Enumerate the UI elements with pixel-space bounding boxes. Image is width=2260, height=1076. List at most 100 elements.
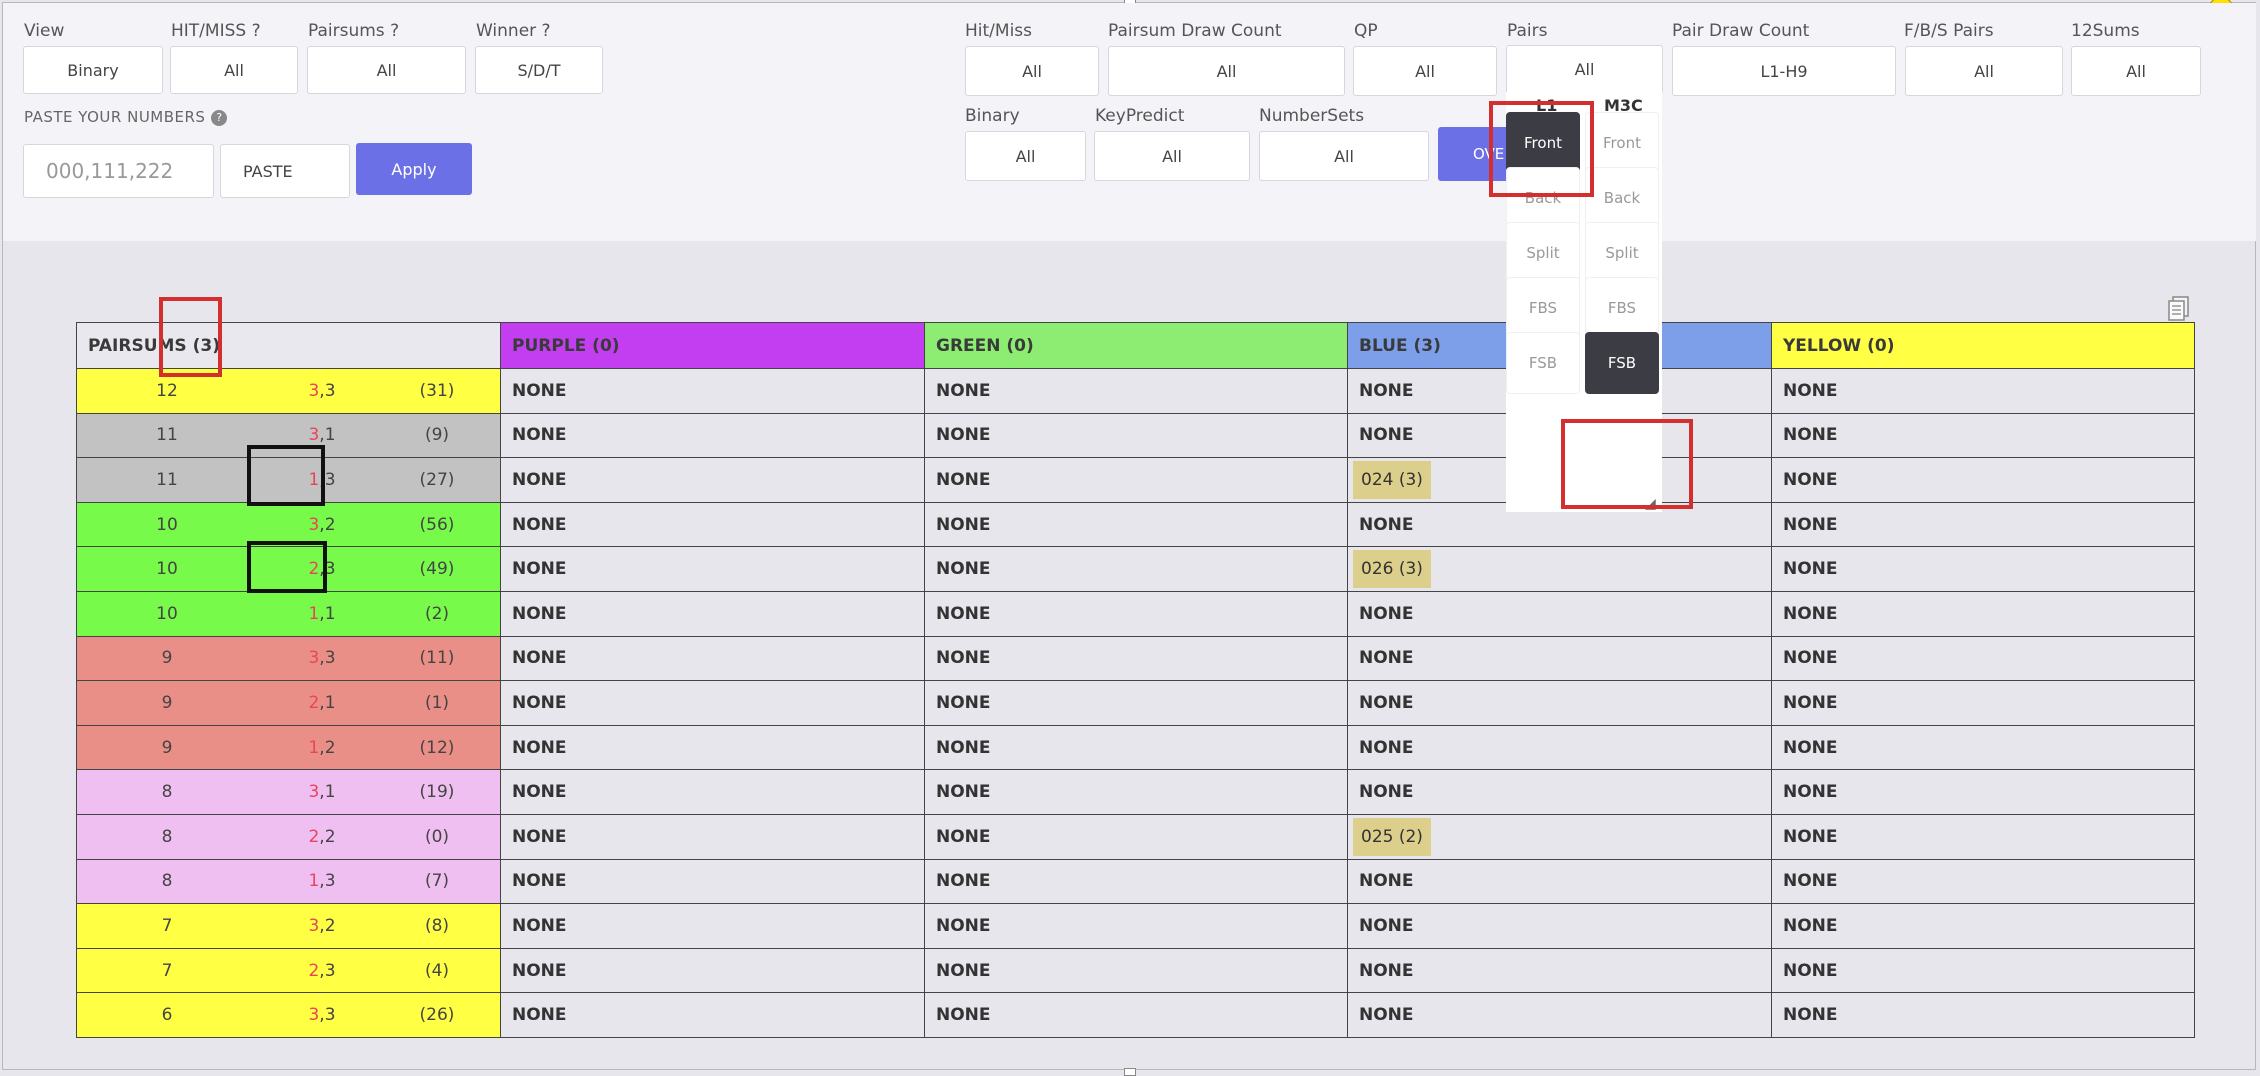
pair-second-digit: 2 xyxy=(324,737,336,758)
resize-grip-icon[interactable]: ◢ xyxy=(1645,496,1656,512)
pair-value: 2,3 xyxy=(308,960,336,981)
yellow-cell: NONE xyxy=(1771,769,2195,815)
dropdown-option-l1-front[interactable]: Front xyxy=(1506,112,1580,174)
table-row: 8 1,3 (7) NONE NONE NONE NONE xyxy=(76,858,2195,905)
none-label: NONE xyxy=(512,380,567,401)
dropdown-option-l1-back[interactable]: Back xyxy=(1506,167,1580,229)
number-tag[interactable]: 024 (3) xyxy=(1353,460,1431,499)
pairsum-value: 7 xyxy=(161,960,173,981)
purple-cell: NONE xyxy=(500,813,925,860)
none-label: NONE xyxy=(1783,469,1838,490)
green-cell: NONE xyxy=(924,858,1348,905)
none-label: NONE xyxy=(1359,960,1414,981)
pairs-select[interactable]: All xyxy=(1506,45,1663,94)
purple-cell: NONE xyxy=(500,858,925,905)
green-cell: NONE xyxy=(924,903,1348,949)
pairsum-value: 8 xyxy=(161,826,173,847)
fbs-pairs-select[interactable]: All xyxy=(1905,46,2063,96)
filter-label-pairsums: Pairsums ? xyxy=(308,21,400,41)
none-label: NONE xyxy=(1359,737,1414,758)
none-label: NONE xyxy=(1783,514,1838,535)
pairsum-value: 8 xyxy=(161,871,173,892)
none-label: NONE xyxy=(936,737,991,758)
pair-draw-count: (12) xyxy=(419,737,455,758)
none-label: NONE xyxy=(512,559,567,580)
table-row: 10 3,2 (56) NONE NONE NONE NONE xyxy=(76,501,2195,548)
pair-second-digit: 2 xyxy=(324,514,336,535)
dropdown-option-l1-fsb[interactable]: FSB xyxy=(1506,332,1580,394)
filter-label-hit-miss: Hit/Miss xyxy=(965,21,1033,41)
pair-first-digit: 3 xyxy=(308,425,320,446)
12sums-select[interactable]: All xyxy=(2071,46,2201,96)
yellow-cell: NONE xyxy=(1771,992,2195,1038)
blue-cell: NONE xyxy=(1347,635,1772,682)
pair-second-digit: 3 xyxy=(324,871,336,892)
apply-button[interactable]: Apply xyxy=(356,143,472,195)
green-cell: NONE xyxy=(924,368,1348,414)
dropdown-option-m3c-fbs[interactable]: FBS xyxy=(1585,277,1659,339)
table-row: 9 3,3 (11) NONE NONE NONE NONE xyxy=(76,635,2195,682)
number-tag[interactable]: 026 (3) xyxy=(1353,550,1431,589)
keypredict-select[interactable]: All xyxy=(1094,131,1250,181)
paste-label: PASTE YOUR NUMBERS? xyxy=(24,108,228,126)
pair-draw-count: (26) xyxy=(419,1005,455,1026)
dropdown-option-m3c-back[interactable]: Back xyxy=(1585,167,1659,229)
filter-label-winner: Winner ? xyxy=(476,21,551,41)
pair-second-digit: 3 xyxy=(324,559,336,580)
dropdown-option-m3c-fsb[interactable]: FSB xyxy=(1585,332,1659,394)
table-row: 8 3,1 (19) NONE NONE NONE NONE xyxy=(76,769,2195,815)
dropdown-option-l1-split[interactable]: Split xyxy=(1506,222,1580,284)
dropdown-option-l1-fbs[interactable]: FBS xyxy=(1506,277,1580,339)
pair-draw-count: (27) xyxy=(419,469,455,490)
header-pairsums[interactable]: PAIRSUMS (3) xyxy=(76,322,501,369)
none-label: NONE xyxy=(1783,1005,1838,1026)
pair-value: 2,1 xyxy=(308,692,336,713)
view-select[interactable]: Binary xyxy=(23,46,163,94)
purple-cell: NONE xyxy=(500,501,925,548)
none-label: NONE xyxy=(1783,871,1838,892)
pair-second-digit: 3 xyxy=(324,960,336,981)
qp-select[interactable]: All xyxy=(1353,46,1497,96)
none-label: NONE xyxy=(1359,692,1414,713)
copy-document-icon[interactable] xyxy=(2168,296,2190,322)
blue-cell: 025 (2) xyxy=(1347,813,1772,860)
yellow-cell: NONE xyxy=(1771,457,2195,503)
none-label: NONE xyxy=(512,514,567,535)
dropdown-option-m3c-front[interactable]: Front xyxy=(1585,112,1659,174)
hit-miss-select[interactable]: All xyxy=(965,46,1099,96)
numbers-input[interactable] xyxy=(23,144,214,198)
pair-second-digit: 2 xyxy=(324,826,336,847)
yellow-cell: NONE xyxy=(1771,903,2195,949)
pairsum-value: 8 xyxy=(161,782,173,803)
hitmiss-select[interactable]: All xyxy=(170,46,298,94)
pairsum-cell: 8 2,2 (0) xyxy=(76,813,501,860)
header-green[interactable]: GREEN (0) xyxy=(924,322,1348,369)
pairsum-cell: 6 3,3 (26) xyxy=(76,992,501,1038)
pair-value: 2,2 xyxy=(308,826,336,847)
binary-select[interactable]: All xyxy=(965,131,1086,181)
purple-cell: NONE xyxy=(500,903,925,949)
none-label: NONE xyxy=(512,826,567,847)
table-row: 8 2,2 (0) NONE NONE 025 (2) NONE xyxy=(76,813,2195,860)
yellow-cell: NONE xyxy=(1771,635,2195,682)
pair-draw-count-select[interactable]: L1-H9 xyxy=(1672,46,1896,96)
numbersets-select[interactable]: All xyxy=(1259,131,1429,181)
paste-button[interactable]: PASTE xyxy=(220,144,350,198)
pair-draw-count: (31) xyxy=(419,380,455,401)
winner-select[interactable]: S/D/T xyxy=(475,46,603,94)
pairsums-select[interactable]: All xyxy=(307,46,466,94)
pairsum-draw-count-select[interactable]: All xyxy=(1108,46,1345,96)
pair-value: 3,2 xyxy=(308,514,336,535)
question-circle-icon[interactable]: ? xyxy=(211,109,228,126)
header-yellow[interactable]: YELLOW (0) xyxy=(1771,322,2195,369)
none-label: NONE xyxy=(1359,915,1414,936)
number-tag[interactable]: 025 (2) xyxy=(1353,817,1431,856)
header-purple[interactable]: PURPLE (0) xyxy=(500,322,925,369)
green-cell: NONE xyxy=(924,501,1348,548)
filter-label-numbersets: NumberSets xyxy=(1259,106,1365,126)
purple-cell: NONE xyxy=(500,412,925,459)
pairsum-cell: 11 3,1 (9) xyxy=(76,412,501,459)
resize-handle-bottom[interactable] xyxy=(1124,1068,1136,1076)
dropdown-option-m3c-split[interactable]: Split xyxy=(1585,222,1659,284)
purple-cell: NONE xyxy=(500,680,925,726)
